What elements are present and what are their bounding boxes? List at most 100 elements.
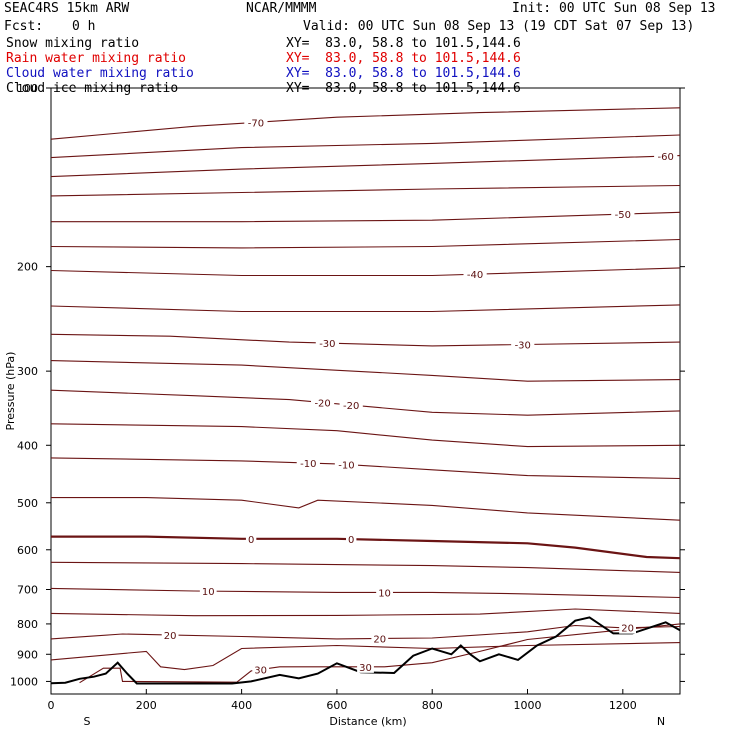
isotherm-30 <box>79 623 681 684</box>
contour-label-mask <box>357 660 374 673</box>
field-name-cloud-ice: Cloud ice mixing ratio <box>6 81 179 96</box>
field-xy-rain: XY= 83.0, 58.8 to 101.5,144.6 <box>286 51 521 66</box>
contour-label-mask <box>339 399 363 412</box>
contour-label: -30 <box>319 339 335 350</box>
y-tick-label: 500 <box>17 497 38 510</box>
y-tick-label: 100 <box>17 82 38 95</box>
isotherm-15 <box>50 608 681 617</box>
isotherm-10 <box>50 587 681 599</box>
y-tick-label: 300 <box>17 365 38 378</box>
x-tick-label: 600 <box>326 699 347 712</box>
isotherm-minus-65 <box>50 134 681 159</box>
south-end-label: S <box>84 715 91 728</box>
x-tick-label: 0 <box>48 699 55 712</box>
contour-label: -40 <box>467 270 483 281</box>
contour-label: -30 <box>515 340 531 351</box>
contour-label: -60 <box>658 152 674 163</box>
forecast-label: Fcst: <box>4 19 44 34</box>
contour-label-mask <box>654 150 678 163</box>
contour-label: 20 <box>621 624 634 635</box>
field-name-cloud-water: Cloud water mixing ratio <box>6 66 194 81</box>
contour-label-mask <box>244 116 268 129</box>
contour-label-mask <box>296 457 320 470</box>
contour-label: 30 <box>254 666 267 677</box>
contour-label-mask <box>511 338 535 351</box>
isotherm-minus-20 <box>50 389 681 416</box>
y-tick-label: 1000 <box>10 675 38 688</box>
valid-time: Valid: 00 UTC Sun 08 Sep 13 (19 CDT Sat … <box>303 19 695 34</box>
plot-frame <box>50 87 681 695</box>
contour-label-mask <box>199 585 217 598</box>
contour-label: 30 <box>359 663 372 674</box>
contour-label: 0 <box>248 535 254 546</box>
contour-label: -10 <box>338 461 354 472</box>
field-xy-cloud-water: XY= 83.0, 58.8 to 101.5,144.6 <box>286 66 521 81</box>
isotherm-minus-5 <box>51 497 681 521</box>
isotherm-layer <box>50 107 681 684</box>
y-tick-label: 700 <box>17 584 38 597</box>
x-tick-label: 400 <box>231 699 252 712</box>
field-name-snow: Snow mixing ratio <box>6 36 140 51</box>
contour-label-mask <box>311 396 335 409</box>
isotherm-minus-10 <box>50 457 681 480</box>
x-tick-label: 800 <box>422 699 443 712</box>
x-tick-label: 200 <box>136 699 157 712</box>
x-tick-label: 1000 <box>514 699 542 712</box>
contour-label: -20 <box>314 399 330 410</box>
forecast-hour: 0 h <box>72 19 96 34</box>
isotherm-0 <box>51 535 681 560</box>
contour-label-mask <box>315 337 339 350</box>
contour-label-mask <box>161 629 179 642</box>
contour-label: 20 <box>164 631 177 642</box>
isotherm-5 <box>50 561 681 573</box>
contour-label-mask <box>611 208 635 221</box>
isotherm-minus-45 <box>50 238 681 249</box>
contour-label-mask <box>376 586 393 599</box>
contour-label: 0 <box>348 535 354 546</box>
y-tick-label: 200 <box>17 261 38 274</box>
y-tick-label: 400 <box>17 439 38 452</box>
field-xy-snow: XY= 83.0, 58.8 to 101.5,144.6 <box>286 36 521 51</box>
isotherm-minus-50 <box>51 211 681 223</box>
terrain-layer <box>50 616 681 685</box>
contour-label-mask <box>619 621 636 634</box>
isotherm-minus-70 <box>50 107 681 140</box>
contour-label-mask <box>346 533 357 546</box>
y-tick-label: 600 <box>17 544 38 557</box>
contour-label-mask <box>371 632 389 645</box>
contour-label: -70 <box>248 118 264 129</box>
contour-label-layer: -70 -60 -50 -40 -30 -30 -20 -20 -10 -10 0 0 10 10 20 20… <box>161 116 678 677</box>
y-axis-title: Pressure (hPa) <box>4 352 17 431</box>
y-tick-label: 900 <box>17 648 38 661</box>
isotherm-minus-60 <box>50 155 681 178</box>
contour-label: 10 <box>378 588 391 599</box>
isotherm-minus-25 <box>50 360 681 382</box>
isotherm-25 <box>50 642 681 671</box>
x-axis-title: Distance (km) <box>329 715 406 728</box>
contour-label: 20 <box>373 635 386 646</box>
contour-label-mask <box>463 268 487 281</box>
field-name-rain: Rain water mixing ratio <box>6 51 187 66</box>
contour-label: -10 <box>300 459 316 470</box>
contour-label: 10 <box>202 587 215 598</box>
isotherm-20 <box>50 624 681 640</box>
contour-label: -20 <box>343 401 359 412</box>
contour-label: -50 <box>615 210 631 221</box>
isotherm-minus-15 <box>50 423 681 448</box>
contour-label-mask <box>245 532 257 545</box>
isotherm-minus-55 <box>50 184 681 197</box>
contour-label-mask <box>252 663 270 676</box>
model-title: SEAC4RS 15km ARW <box>4 1 130 16</box>
north-end-label: N <box>657 715 665 728</box>
init-time: Init: 00 UTC Sun 08 Sep 13 <box>512 1 716 16</box>
isotherm-minus-40 <box>50 267 681 277</box>
isotherm-minus-35 <box>50 304 681 313</box>
y-tick-label: 800 <box>17 618 38 631</box>
contour-label-mask <box>334 458 359 471</box>
institution-label: NCAR/MMMM <box>246 1 317 16</box>
field-xy-cloud-ice: XY= 83.0, 58.8 to 101.5,144.6 <box>286 81 521 96</box>
terrain-line <box>50 616 681 685</box>
isotherm-minus-30 <box>50 333 681 347</box>
